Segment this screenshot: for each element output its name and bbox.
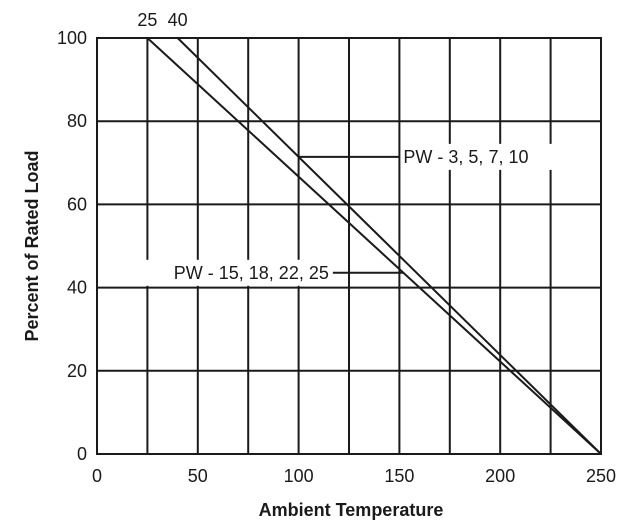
annotation-background [401,143,578,170]
y-tick-label: 20 [67,361,87,381]
x-tick-label: 150 [384,466,414,486]
y-tick-label: 40 [67,278,87,298]
x-tick-label: 200 [485,466,515,486]
y-tick-label: 0 [77,444,87,464]
grid-lines [97,38,601,454]
series-annotations: PW - 3, 5, 7, 10 PW - 15, 18, 22, 25 [122,143,578,286]
x-tick-label: 100 [284,466,314,486]
annotation-background [122,259,331,286]
y-tick-label: 60 [67,194,87,214]
y-tick-label: 100 [57,28,87,48]
x-axis-title: Ambient Temperature [259,500,444,520]
series-annotation-label: PW - 3, 5, 7, 10 [403,147,528,167]
x-tick-label: 0 [92,466,102,486]
y-tick-label: 80 [67,111,87,131]
tick-labels: 0 50 100 150 200 250 0 20 40 60 80 100 [57,28,616,486]
plot-frame [96,37,602,455]
x-tick-label: 250 [586,466,616,486]
series-line [146,37,602,455]
series-annotation-label: PW - 15, 18, 22, 25 [174,263,329,283]
y-axis-title: Percent of Rated Load [22,150,42,341]
series-line [176,37,602,455]
series-start-label: 25 [137,10,157,30]
x-tick-label: 50 [188,466,208,486]
series-start-label: 40 [168,10,188,30]
series-lines: 40 25 [137,10,602,455]
